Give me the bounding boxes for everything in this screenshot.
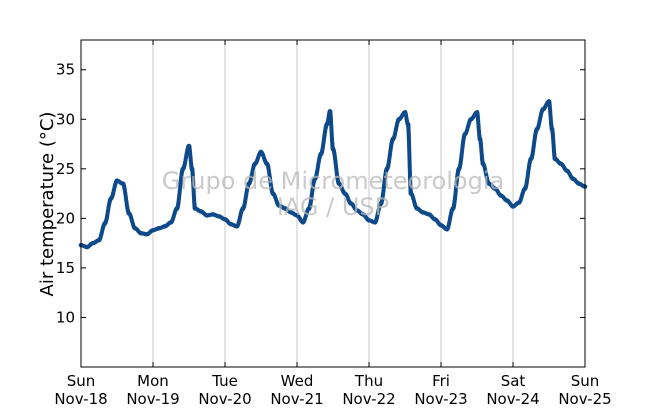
x-tick-label-date: Nov-23: [414, 390, 467, 408]
x-tick-label-day: Sun: [571, 372, 600, 390]
y-tick-label: 30: [56, 110, 75, 128]
x-tick-label-day: Tue: [211, 372, 238, 390]
x-tick-label-date: Nov-22: [342, 390, 395, 408]
y-axis-ticks: 10 15 20 25 30 35: [56, 61, 585, 326]
y-tick-label: 35: [56, 61, 75, 79]
data-points: [78, 99, 588, 250]
watermark-line-2: IAG / USP: [277, 193, 389, 221]
y-tick-label: 20: [56, 209, 75, 227]
x-tick-label-date: Nov-24: [486, 390, 539, 408]
x-tick-label-day: Wed: [281, 372, 314, 390]
x-tick-label-date: Nov-19: [126, 390, 179, 408]
x-tick-label-day: Sun: [67, 372, 96, 390]
plot-frame: [80, 39, 586, 368]
watermark: Grupo de Micrometeorologia IAG / USP: [162, 167, 504, 221]
x-tick-label-date: Nov-18: [54, 390, 107, 408]
watermark-line-1: Grupo de Micrometeorologia: [162, 167, 504, 195]
x-tick-label-day: Sat: [501, 372, 526, 390]
y-tick-label: 25: [56, 160, 75, 178]
x-tick-label-day: Fri: [432, 372, 450, 390]
x-axis-ticks: SunNov-18MonNov-19TueNov-20WedNov-21ThuN…: [54, 40, 612, 408]
x-tick-label-date: Nov-20: [198, 390, 251, 408]
x-tick-label-day: Thu: [354, 372, 383, 390]
x-tick-label-day: Mon: [137, 372, 169, 390]
vertical-gridlines: [152, 40, 514, 367]
y-tick-label: 15: [56, 259, 75, 277]
x-tick-label-date: Nov-25: [558, 390, 611, 408]
y-axis-title: Air temperature (°C): [37, 112, 58, 297]
y-tick-label: 10: [56, 308, 75, 326]
x-tick-label-date: Nov-21: [270, 390, 323, 408]
